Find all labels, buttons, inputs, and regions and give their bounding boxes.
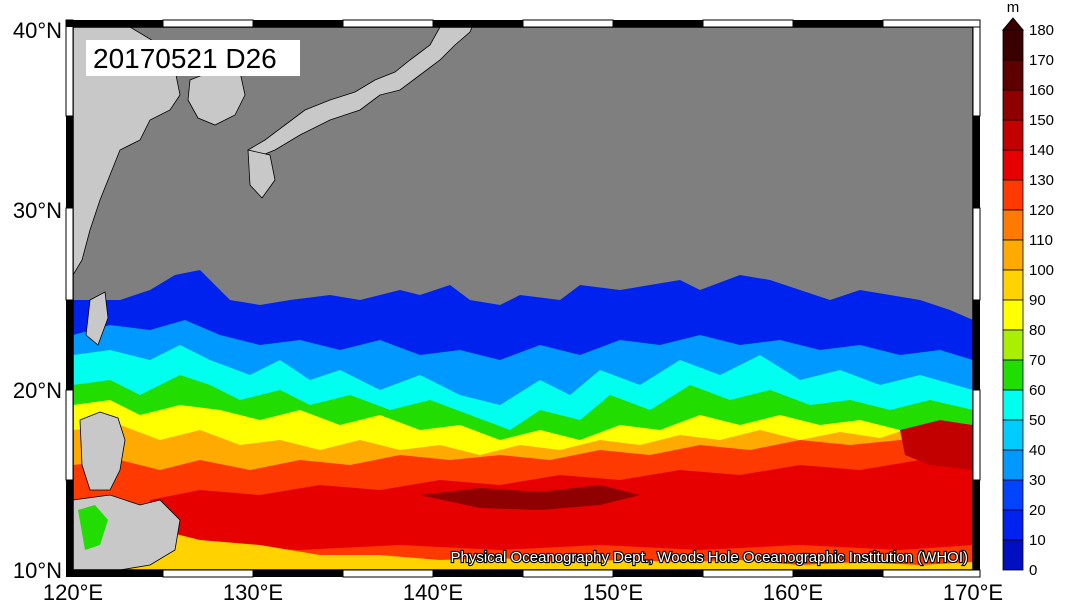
lat-label-10: 10°N [13, 558, 62, 583]
lat-label-20: 20°N [13, 378, 62, 403]
colorbar-tick-label: 110 [1029, 232, 1053, 249]
colorbar-tick-label: 10 [1029, 532, 1046, 549]
top-border-scale [66, 19, 981, 28]
colorbar-tick-label: 90 [1029, 292, 1046, 309]
land-taiwan [85, 291, 109, 346]
colorbar-swatch [1002, 29, 1024, 61]
depth-band-10 [73, 525, 973, 570]
colorbar-swatch [1002, 359, 1024, 391]
colorbar-swatch [1002, 59, 1024, 91]
colorbar-swatch [1002, 89, 1024, 121]
credit-text: Physical Oceanography Dept., Woods Hole … [451, 549, 968, 566]
colorbar-tick-label: 140 [1029, 142, 1054, 159]
colorbar-unit: m [1007, 0, 1020, 16]
map-field [73, 27, 973, 570]
colorbar-swatch [1002, 149, 1024, 181]
colorbar-tick-label: 40 [1029, 442, 1046, 459]
colorbar-tick-label: 160 [1029, 82, 1054, 99]
colorbar-arrow [1001, 17, 1025, 31]
lon-label-160: 160°E [763, 580, 823, 605]
colorbar-tick-label: 30 [1029, 472, 1046, 489]
depth-band-8 [420, 485, 640, 510]
lon-label-130: 130°E [223, 580, 283, 605]
lat-label-30: 30°N [13, 198, 62, 223]
land-luzon [79, 411, 126, 491]
colorbar: 1801701601501401301201101009080706050403… [1001, 17, 1054, 579]
colorbar-swatch [1002, 389, 1024, 421]
colorbar-tick-label: 20 [1029, 502, 1046, 519]
colorbar-tick-label: 180 [1029, 22, 1054, 39]
colorbar-swatch [1002, 479, 1024, 511]
land-coast-green [78, 505, 108, 550]
colorbar-swatch [1002, 239, 1024, 271]
colorbar-swatch [1002, 509, 1024, 541]
colorbar-tick-label: 50 [1029, 412, 1046, 429]
colorbar-swatch [1002, 209, 1024, 241]
title-box [86, 40, 300, 76]
colorbar-tick-label: 0 [1029, 562, 1037, 579]
colorbar-swatch [1002, 449, 1024, 481]
colorbar-tick-label: 170 [1029, 52, 1054, 69]
colorbar-tick-label: 60 [1029, 382, 1046, 399]
lat-label-40: 40°N [13, 18, 62, 43]
colorbar-swatch [1002, 179, 1024, 211]
lon-label-170: 170°E [943, 580, 1003, 605]
colorbar-tick-label: 70 [1029, 352, 1046, 369]
depth-band-9 [900, 420, 973, 470]
land-kyushu [247, 149, 276, 199]
colorbar-tick-label: 80 [1029, 322, 1046, 339]
colorbar-tick-label: 120 [1029, 202, 1054, 219]
lon-label-120: 120°E [43, 580, 103, 605]
land-japan [247, 27, 473, 161]
lon-label-150: 150°E [583, 580, 643, 605]
colorbar-swatch [1002, 119, 1024, 151]
colorbar-swatch [1002, 269, 1024, 301]
lon-label-140: 140°E [403, 580, 463, 605]
colorbar-tick-label: 130 [1029, 172, 1054, 189]
colorbar-swatch [1002, 539, 1024, 571]
colorbar-swatch [1002, 329, 1024, 361]
right-border-scale [972, 19, 981, 577]
colorbar-tick-label: 100 [1029, 262, 1054, 279]
colorbar-swatch [1002, 299, 1024, 331]
colorbar-swatch [1002, 419, 1024, 451]
map-title: 20170521 D26 [93, 43, 277, 74]
left-border-scale [65, 19, 74, 577]
colorbar-tick-label: 150 [1029, 112, 1054, 129]
bottom-border-scale [66, 569, 981, 578]
